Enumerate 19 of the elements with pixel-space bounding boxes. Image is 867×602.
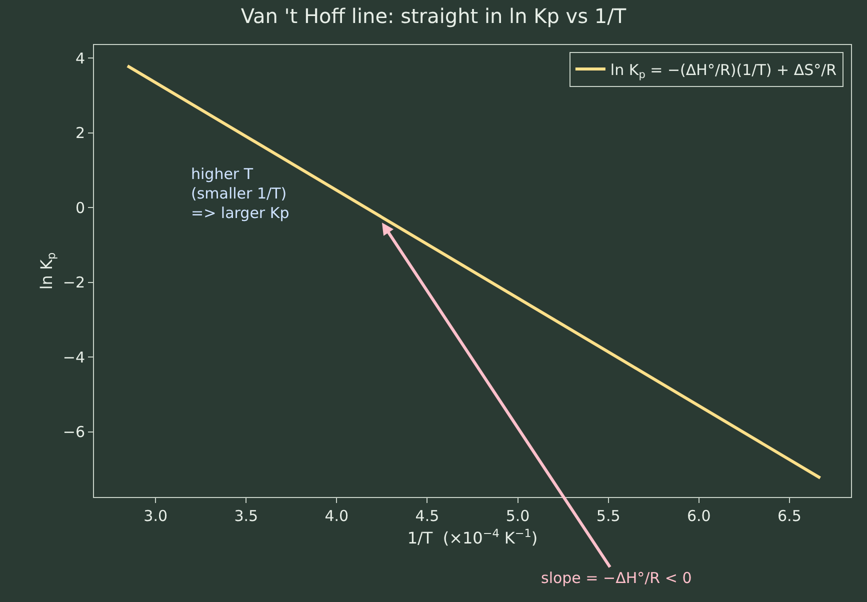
x-tick-label: 5.0	[506, 507, 530, 525]
x-axis-title: 1/T (×10$^{−4}$ K$^{−1}$)	[407, 526, 538, 548]
annotation: higher T (smaller 1/T) => larger Kp	[191, 165, 290, 222]
y-tick-label: 2	[75, 124, 85, 142]
y-tick-label: −6	[62, 423, 85, 442]
y-tick-label: 4	[75, 49, 85, 68]
x-tick-label: 6.0	[686, 507, 711, 525]
legend-label: ln K$_{p}$ = −(ΔH°/R)(1/T) + ΔS°/R	[610, 60, 837, 82]
y-tick-label: −2	[62, 274, 85, 292]
y-tick-label: −4	[62, 348, 85, 366]
x-tick-label: 4.0	[324, 507, 349, 525]
x-tick-label: 3.0	[144, 507, 168, 525]
x-tick-label: 4.5	[415, 507, 440, 525]
x-tick-label: 3.5	[234, 507, 258, 525]
y-tick-label: 0	[75, 198, 85, 217]
x-tick-label: 6.5	[778, 507, 802, 525]
chart-title: Van 't Hoff line: straight in ln Kp vs 1/T	[240, 4, 627, 28]
annotation: slope = −ΔH°/R < 0	[541, 569, 692, 587]
x-tick-label: 5.5	[596, 507, 620, 525]
